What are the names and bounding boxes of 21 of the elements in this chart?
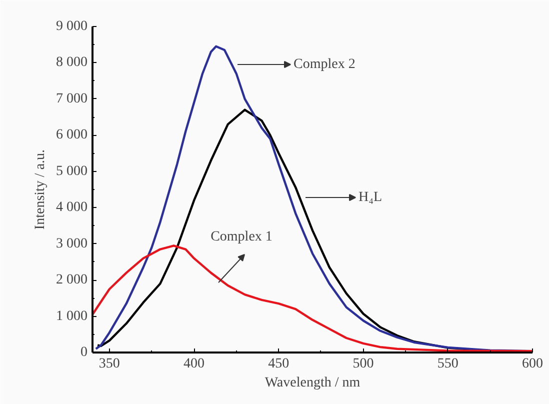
x-tick-label: 600	[522, 356, 543, 372]
y-tick-label: 4 000	[56, 200, 88, 216]
annotation: Complex 1	[210, 230, 272, 244]
y-tick-label: 5 000	[56, 164, 88, 179]
y-tick-label: 6 000	[56, 128, 88, 143]
x-tick-label: 400	[184, 356, 205, 372]
y-tick-label: 3 000	[56, 236, 88, 252]
y-tick-label: 2 000	[56, 272, 88, 288]
annotation: H₄L	[358, 190, 382, 205]
y-tick-label: 0	[80, 345, 88, 360]
y-tick-label: 9 000	[56, 19, 88, 34]
x-axis-title: Wavelength / nm	[264, 376, 360, 390]
y-tick-label: 1 000	[56, 308, 88, 324]
annotation: Complex 2	[294, 57, 356, 72]
y-axis-title: Intensity / a.u.	[33, 149, 48, 230]
y-tick-label: 7 000	[56, 91, 88, 106]
x-tick-label: 550	[437, 356, 458, 372]
x-tick-label: 450	[268, 356, 290, 372]
x-tick-label: 500	[352, 356, 374, 372]
y-tick-label: 8 000	[56, 55, 88, 70]
x-tick-label: 350	[98, 356, 120, 372]
